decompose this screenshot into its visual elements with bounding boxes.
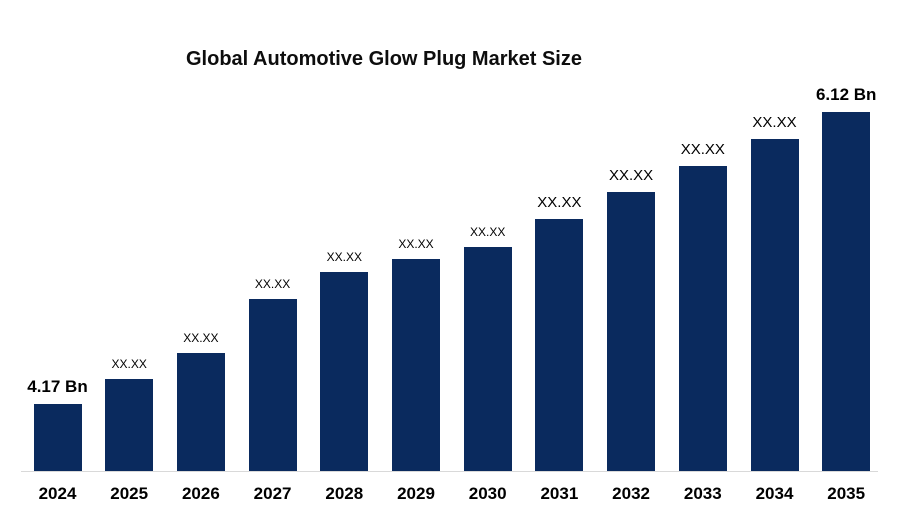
x-tick-2034: 2034 [755, 484, 794, 503]
x-axis-line [21, 471, 878, 472]
bar-value-label-2026: XX.XX [183, 331, 219, 345]
x-tick-2035: 2035 [827, 484, 866, 503]
bar-value-label-2033: XX.XX [680, 141, 725, 158]
bar-value-label-2029: XX.XX [398, 237, 434, 251]
x-tick-2028: 2028 [325, 484, 364, 503]
bar-value-label-2028: XX.XX [326, 250, 362, 264]
bar-value-label-2032: XX.XX [609, 167, 654, 184]
bar-value-label-2034: XX.XX [752, 114, 797, 131]
bar-value-label-2030: XX.XX [470, 225, 506, 239]
bar-2029 [392, 259, 440, 471]
bar-2025 [105, 379, 154, 471]
bar-2032 [607, 192, 656, 471]
bar-value-label-2024: 4.17 Bn [27, 377, 88, 396]
bar-value-label-2035: 6.12 Bn [815, 85, 877, 104]
x-tick-2025: 2025 [110, 484, 149, 503]
bar-2028 [320, 272, 369, 471]
bar-2031 [535, 219, 584, 471]
bar-value-label-2031: XX.XX [537, 194, 582, 211]
bar-2030 [463, 247, 512, 471]
x-tick-2031: 2031 [540, 484, 579, 503]
bar-2026 [176, 353, 225, 471]
bar-2035 [822, 112, 871, 471]
chart-title: Global Automotive Glow Plug Market Size [186, 48, 582, 70]
bar-2034 [750, 139, 799, 471]
bar-value-label-2027: XX.XX [254, 277, 291, 291]
x-tick-2029: 2029 [397, 484, 435, 503]
bar-value-label-2025: XX.XX [111, 357, 147, 371]
x-tick-2026: 2026 [181, 484, 220, 503]
x-tick-2032: 2032 [612, 484, 650, 503]
x-tick-2033: 2033 [683, 484, 722, 503]
bar-2033 [678, 166, 727, 471]
x-tick-2024: 2024 [38, 484, 77, 503]
x-tick-2027: 2027 [253, 484, 292, 503]
bar-2027 [248, 299, 297, 471]
bar-2024 [33, 404, 82, 471]
x-tick-2030: 2030 [468, 484, 507, 503]
